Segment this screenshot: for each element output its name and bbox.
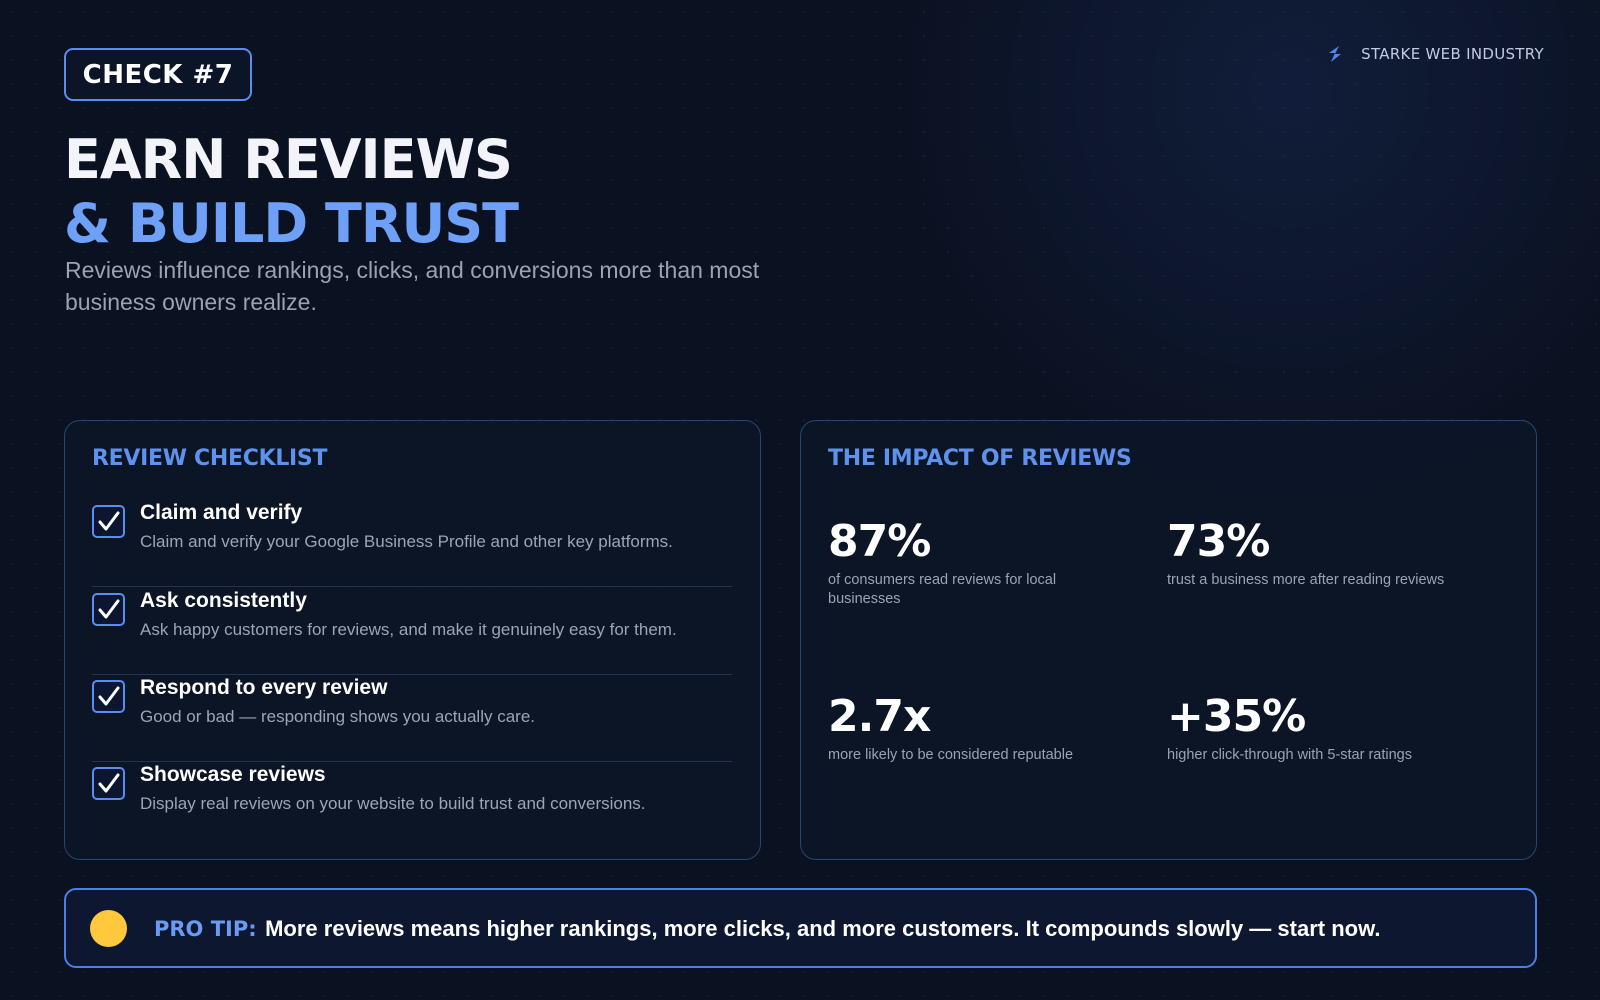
checkbox-checked-icon[interactable] (92, 767, 125, 800)
checklist-item-title: Claim and verify (140, 501, 303, 524)
stat-block: +35% higher click-through with 5-star ra… (1167, 692, 1467, 765)
checkbox-checked-icon[interactable] (92, 593, 125, 626)
stat-block: 73% trust a business more after reading … (1167, 517, 1467, 590)
checklist-item-title: Showcase reviews (140, 763, 326, 786)
page-title: EARN REVIEWS & BUILD TRUST (64, 128, 519, 256)
checklist-heading: REVIEW CHECKLIST (92, 446, 328, 471)
checklist-item-desc: Ask happy customers for reviews, and mak… (140, 620, 677, 639)
checkbox-checked-icon[interactable] (92, 505, 125, 538)
impact-of-reviews-card: THE IMPACT OF REVIEWS 87% of consumers r… (800, 420, 1537, 860)
lightbulb-icon (90, 910, 127, 947)
stat-label: trust a business more after reading revi… (1167, 572, 1445, 588)
checklist-item-title: Respond to every review (140, 676, 388, 699)
stat-label: more likely to be considered reputable (828, 747, 1074, 763)
lightning-logo-icon (1325, 44, 1345, 64)
impact-heading: THE IMPACT OF REVIEWS (828, 446, 1132, 471)
brand: STARKE WEB INDUSTRY (1325, 44, 1544, 64)
brand-name: STARKE WEB INDUSTRY (1361, 45, 1544, 63)
stat-block: 2.7x more likely to be considered reputa… (828, 692, 1128, 765)
checklist-item: Claim and verify Claim and verify your G… (92, 499, 732, 587)
page-subtitle: Reviews influence rankings, clicks, and … (65, 257, 760, 315)
checklist-item: Respond to every review Good or bad — re… (92, 674, 732, 762)
checkbox-checked-icon[interactable] (92, 680, 125, 713)
checklist-item: Showcase reviews Display real reviews on… (92, 761, 732, 849)
pro-tip-banner: PRO TIP: More reviews means higher ranki… (64, 888, 1537, 968)
check-number-badge: CHECK #7 (64, 48, 252, 101)
checklist-item-desc: Display real reviews on your website to … (140, 794, 646, 813)
stat-value: +35% (1167, 691, 1306, 742)
stat-block: 87% of consumers read reviews for local … (828, 517, 1108, 609)
title-line-2: & BUILD TRUST (64, 192, 519, 255)
pro-tip-body: More reviews means higher rankings, more… (265, 916, 1381, 941)
stat-value: 2.7x (828, 691, 931, 742)
checklist-item-title: Ask consistently (140, 589, 307, 612)
review-checklist-card: REVIEW CHECKLIST Claim and verify Claim … (64, 420, 761, 860)
stat-label: higher click-through with 5-star ratings (1167, 747, 1412, 763)
checklist-item-desc: Claim and verify your Google Business Pr… (140, 532, 673, 551)
stat-label: of consumers read reviews for local busi… (828, 572, 1057, 607)
stat-value: 87% (828, 516, 931, 567)
title-line-1: EARN REVIEWS (64, 128, 513, 191)
pro-tip-text: PRO TIP: More reviews means higher ranki… (154, 916, 1381, 942)
checklist-item: Ask consistently Ask happy customers for… (92, 587, 732, 675)
stat-value: 73% (1167, 516, 1270, 567)
checklist-item-desc: Good or bad — responding shows you actua… (140, 707, 536, 726)
pro-tip-label: PRO TIP: (154, 917, 257, 941)
